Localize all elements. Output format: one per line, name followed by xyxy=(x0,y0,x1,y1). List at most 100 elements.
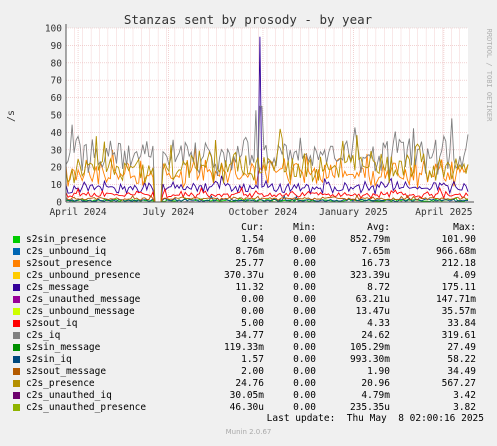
legend-series-name: s2sin_iq xyxy=(26,354,72,365)
legend-min-value: 0.00 xyxy=(250,318,316,329)
legend-max-value: 147.71m xyxy=(400,294,476,305)
legend-series-name: c2s_unauthed_iq xyxy=(26,390,112,401)
legend-avg-value: 8.72 xyxy=(320,282,390,293)
legend-series-name: s2sin_message xyxy=(26,342,100,353)
legend-swatch xyxy=(13,404,20,411)
y-axis-label: /s xyxy=(6,110,17,122)
legend-avg-value: 24.62 xyxy=(320,330,390,341)
legend-max-value: 3.42 xyxy=(400,390,476,401)
legend-max-value: 966.68m xyxy=(400,246,476,257)
legend-swatch xyxy=(13,344,20,351)
legend-swatch xyxy=(13,356,20,363)
legend-min-value: 0.00 xyxy=(250,342,316,353)
legend-series-name: c2s_unauthed_message xyxy=(26,294,140,305)
legend-swatch xyxy=(13,260,20,267)
legend-avg-value: 4.79m xyxy=(320,390,390,401)
legend-swatch xyxy=(13,320,20,327)
y-tick-label: 90 xyxy=(51,41,63,52)
legend-avg-value: 20.96 xyxy=(320,378,390,389)
legend-series-name: c2s_unbound_presence xyxy=(26,270,140,281)
legend-max-value: 567.27 xyxy=(400,378,476,389)
legend-header-min: Min: xyxy=(250,222,316,233)
legend-avg-value: 235.35u xyxy=(320,402,390,413)
legend-min-value: 0.00 xyxy=(250,354,316,365)
legend-avg-value: 323.39u xyxy=(320,270,390,281)
legend-min-value: 0.00 xyxy=(250,258,316,269)
legend-min-value: 0.00 xyxy=(250,402,316,413)
legend-max-value: 33.84 xyxy=(400,318,476,329)
legend-series-name: c2s_presence xyxy=(26,378,95,389)
legend-header-avg: Avg: xyxy=(320,222,390,233)
legend-swatch xyxy=(13,392,20,399)
munin-version: Munin 2.0.67 xyxy=(0,428,497,436)
legend-series-name: c2s_unbound_iq xyxy=(26,246,106,257)
legend-swatch xyxy=(13,284,20,291)
legend-min-value: 0.00 xyxy=(250,246,316,257)
legend-series-name: s2sout_presence xyxy=(26,258,112,269)
legend-header: Cur: Min: Avg: Max: xyxy=(0,222,497,234)
legend-swatch xyxy=(13,248,20,255)
legend-series-name: c2s_unbound_message xyxy=(26,306,135,317)
legend-avg-value: 7.65m xyxy=(320,246,390,257)
legend-avg-value: 993.30m xyxy=(320,354,390,365)
last-update-row: Last update: Thu May 8 02:00:16 2025 xyxy=(0,413,497,425)
y-tick-label: 10 xyxy=(51,180,63,191)
legend-series-name: s2sout_iq xyxy=(26,318,77,329)
y-tick-label: 40 xyxy=(51,128,63,139)
legend-swatch xyxy=(13,368,20,375)
legend-avg-value: 4.33 xyxy=(320,318,390,329)
legend-swatch xyxy=(13,308,20,315)
x-tick-label: April 2025 xyxy=(415,207,472,218)
legend-swatch xyxy=(13,272,20,279)
legend-min-value: 0.00 xyxy=(250,282,316,293)
y-tick-label: 30 xyxy=(51,145,63,156)
last-update: Last update: Thu May 8 02:00:16 2025 xyxy=(200,413,484,424)
x-tick-label: July 2024 xyxy=(143,207,195,218)
legend-avg-value: 852.79m xyxy=(320,234,390,245)
legend-max-value: 175.11 xyxy=(400,282,476,293)
legend-max-value: 27.49 xyxy=(400,342,476,353)
legend-avg-value: 1.90 xyxy=(320,366,390,377)
legend-series-name: s2sout_message xyxy=(26,366,106,377)
y-tick-label: 70 xyxy=(51,76,63,87)
legend-min-value: 0.00 xyxy=(250,270,316,281)
legend-avg-value: 16.73 xyxy=(320,258,390,269)
y-tick-label: 60 xyxy=(51,93,63,104)
legend-swatch xyxy=(13,236,20,243)
legend-max-value: 4.09 xyxy=(400,270,476,281)
legend-avg-value: 13.47u xyxy=(320,306,390,317)
legend-max-value: 58.22 xyxy=(400,354,476,365)
legend-min-value: 0.00 xyxy=(250,306,316,317)
legend-swatch xyxy=(13,296,20,303)
legend-swatch xyxy=(13,380,20,387)
legend-max-value: 35.57m xyxy=(400,306,476,317)
x-tick-label: April 2024 xyxy=(49,207,106,218)
legend-series-name: c2s_unauthed_presence xyxy=(26,402,146,413)
legend-max-value: 3.82 xyxy=(400,402,476,413)
legend-series-name: s2sin_presence xyxy=(26,234,106,245)
legend-min-value: 0.00 xyxy=(250,390,316,401)
legend-min-value: 0.00 xyxy=(250,366,316,377)
legend-min-value: 0.00 xyxy=(250,330,316,341)
y-tick-label: 80 xyxy=(51,58,63,69)
chart-area: Stanzas sent by prosody - by year /s RRD… xyxy=(0,0,497,230)
legend-swatch xyxy=(13,332,20,339)
watermark: RRDTOOL / TOBI OETIKER xyxy=(485,29,493,123)
y-tick-label: 20 xyxy=(51,163,63,174)
legend-min-value: 0.00 xyxy=(250,234,316,245)
